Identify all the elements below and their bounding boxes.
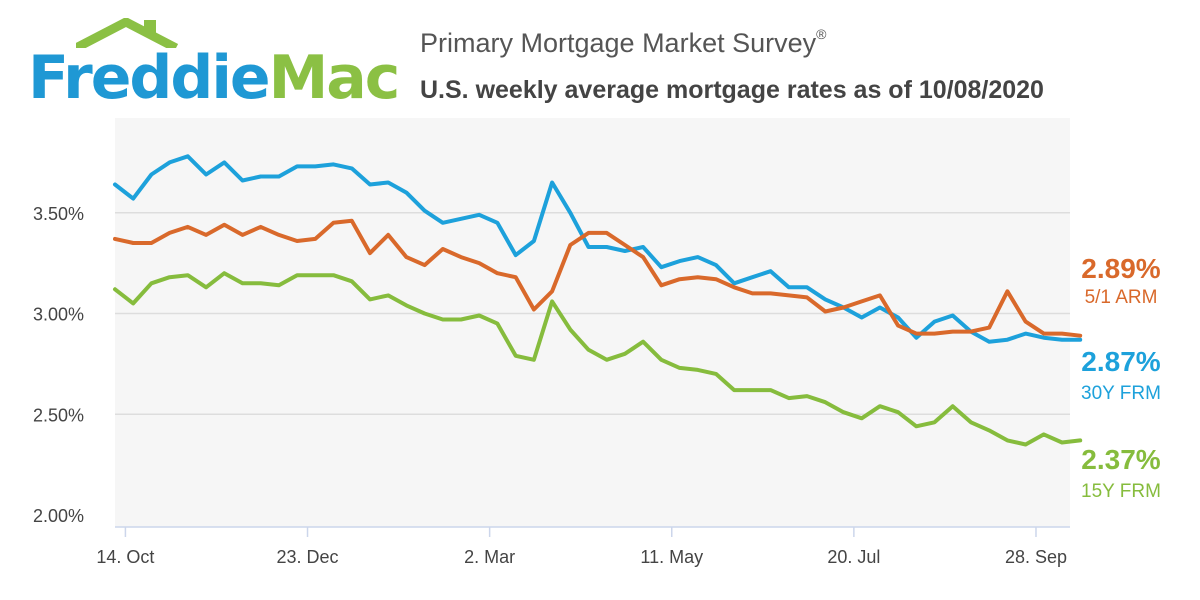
registered-mark: ® xyxy=(816,26,827,42)
frm-15y-line xyxy=(113,271,1083,447)
x-tick-label: 23. Dec xyxy=(276,547,338,567)
frm-30y-end-value: 2.87% xyxy=(1081,346,1160,377)
frm-15y-end-value: 2.37% xyxy=(1081,444,1160,475)
x-tick-label: 20. Jul xyxy=(827,547,880,567)
logo-wordmark: FreddieMac xyxy=(28,43,401,113)
y-tick-label: 2.00% xyxy=(33,506,84,526)
y-tick-label: 2.50% xyxy=(33,405,84,425)
x-axis: 14. Oct 23. Dec 2. Mar 11. May 20. Jul 28. Se… xyxy=(96,526,1070,567)
chart-title-text: Primary Mortgage Market Survey xyxy=(420,28,817,58)
logo-roof-icon xyxy=(76,18,179,48)
arm-5-1-line xyxy=(113,218,1083,338)
x-tick-label: 28. Sep xyxy=(1005,547,1067,567)
y-axis-ticks: 2.00% 2.50% 3.00% 3.50% xyxy=(33,204,84,526)
plot-area xyxy=(115,118,1070,527)
y-tick-label: 3.50% xyxy=(33,204,84,224)
y-tick-label: 3.00% xyxy=(33,305,84,325)
series-lines xyxy=(113,154,1083,447)
freddie-mac-logo: FreddieMac xyxy=(28,18,400,110)
x-tick-label: 2. Mar xyxy=(464,547,515,567)
logo-text-mac: Mac xyxy=(268,43,401,113)
x-tick-label: 11. May xyxy=(640,547,703,567)
logo-text-freddie: Freddie xyxy=(28,43,271,113)
chart-title: Primary Mortgage Market Survey® xyxy=(420,26,827,59)
x-tick-label: 14. Oct xyxy=(96,547,154,567)
arm-5-1-series-name: 5/1 ARM xyxy=(1085,287,1158,308)
series-end-labels: 2.89% 5/1 ARM 2.87% 30Y FRM 2.37% 15Y FRM xyxy=(1081,253,1161,502)
grid-lines xyxy=(115,212,1070,415)
chart-subtitle: U.S. weekly average mortgage rates as of… xyxy=(420,76,1044,104)
frm-15y-series-name: 15Y FRM xyxy=(1081,481,1161,502)
frm-30y-series-name: 30Y FRM xyxy=(1081,383,1161,404)
arm-5-1-end-value: 2.89% xyxy=(1081,253,1160,284)
